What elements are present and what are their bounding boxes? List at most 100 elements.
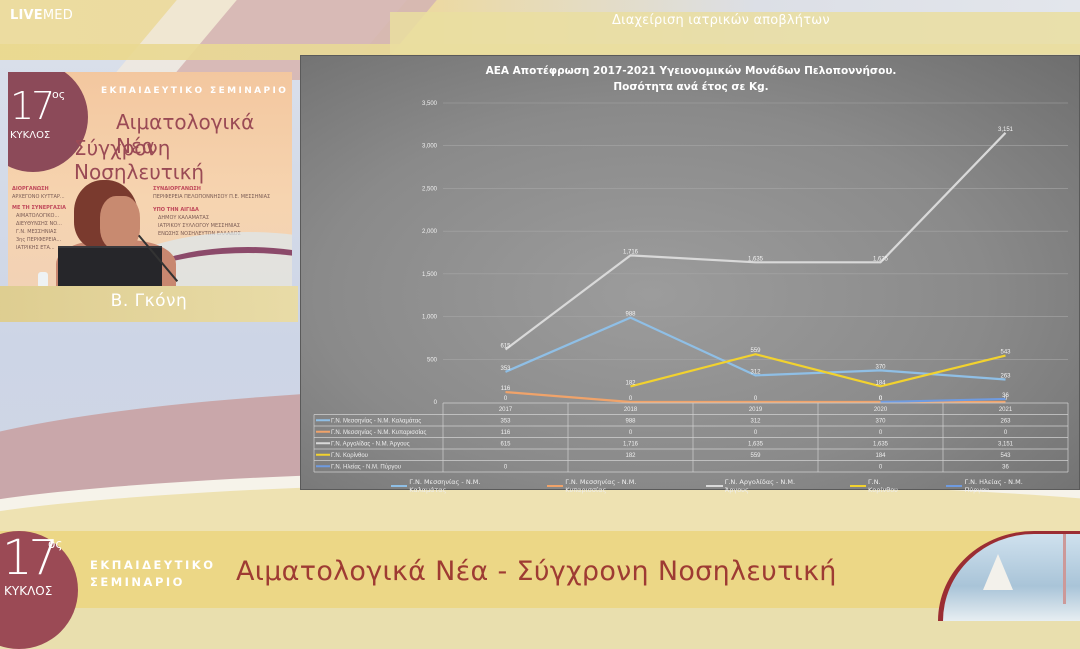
banner-seminar-label: ΕΚΠΑΙΔΕΥΤΙΚΟ ΣΕΜΙΝΑΡΙΟ	[90, 557, 215, 591]
table-cell: 312	[750, 419, 761, 425]
legend-swatch	[849, 485, 867, 487]
collab-item: ΔΙΕΥΘΥΝΣΗΣ ΝΟ...	[16, 221, 62, 227]
backdrop-swoosh-purple	[118, 247, 292, 286]
speaker-face	[100, 196, 140, 250]
chart-title: ΑΕΑ Αποτέφρωση 2017-2021 Υγειονομικών Μο…	[301, 63, 1080, 95]
table-cell: 370	[875, 419, 886, 425]
org-heading: ΔΙΟΡΓΑΝΩΣΗ	[12, 186, 49, 192]
data-label: 370	[875, 364, 886, 370]
speaker-name: Β. Γκόνη	[110, 291, 188, 311]
data-label: 988	[625, 312, 636, 318]
legend-item: Γ.Ν. Μεσσηνίας - Ν.Μ. Κυπαρισσίας	[546, 478, 669, 494]
table-cell: 615	[500, 442, 511, 448]
data-label: 182	[625, 380, 636, 386]
coorg-value: ΠΕΡΙΦΕΡΕΙΑ ΠΕΛΟΠΟΝΝΗΣΟΥ Π.Ε. ΜΕΣΣΗΝΙΑΣ	[153, 194, 271, 200]
legend-swatch	[946, 485, 963, 487]
table-row-label: Γ.Ν. Μεσσηνίας - Ν.Μ. Κυπαρισσίας	[331, 430, 427, 436]
legend-item: Γ.Ν. Κορίνθου	[849, 478, 908, 494]
y-tick-label: 2,500	[422, 186, 438, 192]
y-tick-label: 1,500	[422, 272, 438, 278]
x-tick-label: 2018	[624, 407, 638, 413]
logo-bold: LIVE	[10, 8, 43, 23]
collab-heading: ΜΕ ΤΗ ΣΥΝΕΡΓΑΣΙΑ	[12, 205, 66, 211]
legend-swatch	[546, 485, 564, 487]
collab-item: 3ης ΠΕΡΙΦΕΡΕΙΑ...	[16, 237, 62, 243]
sailboat	[983, 554, 1013, 590]
series-line	[880, 397, 1006, 404]
series-line	[504, 132, 1007, 351]
chart-subtitle: Ποσότητα ανά έτος σε Kg.	[613, 81, 769, 93]
y-tick-label: 1,000	[422, 315, 438, 321]
table-cell: 0	[879, 465, 883, 471]
table-cell: 543	[1000, 453, 1011, 459]
data-label: 0	[504, 396, 508, 402]
mast	[1063, 534, 1066, 604]
table-row-label: Γ.Ν. Αργολίδας - Ν.Μ. Άργους	[331, 442, 410, 448]
data-label: 0	[879, 396, 883, 402]
banner-seminar-line2: ΣΕΜΙΝΑΡΙΟ	[90, 575, 185, 589]
y-tick-label: 500	[427, 357, 438, 363]
data-label: 353	[500, 366, 511, 372]
legend-label: Γ.Ν. Ηλείας - Ν.Μ. Πύργου	[964, 478, 1023, 494]
data-label: 312	[750, 369, 761, 375]
y-tick-label: 3,500	[422, 101, 438, 107]
banner-cycle-label: ΚΥΚΛΟΣ	[4, 584, 53, 598]
table-cell: 0	[504, 465, 508, 471]
series-line	[630, 353, 1006, 388]
cycle-label: ΚΥΚΛΟΣ	[10, 130, 51, 141]
data-label: 543	[1000, 350, 1011, 356]
data-label: 0	[754, 396, 758, 402]
data-label: 263	[1000, 374, 1011, 380]
data-label: 0	[629, 396, 633, 402]
coorg-heading: ΣΥΝΔΙΟΡΓΑΝΩΣΗ	[153, 186, 201, 192]
y-tick-label: 3,000	[422, 144, 438, 150]
data-label: 559	[750, 348, 761, 354]
table-cell: 1,635	[748, 442, 764, 448]
table-cell: 353	[500, 419, 511, 425]
table-cell: 182	[625, 453, 636, 459]
legend-item: Γ.Ν. Μεσσηνίας - Ν.Μ. Καλαμάτας	[391, 478, 509, 494]
legend-label: Γ.Ν. Αργολίδας - Ν.Μ. Άργους	[724, 478, 796, 494]
seminar-label: ΕΚΠΑΙΔΕΥΤΙΚΟ ΣΕΜΙΝΑΡΙΟ	[101, 86, 289, 96]
banner-cycle-suffix: ος	[48, 537, 63, 551]
topic-bar	[390, 12, 1080, 54]
x-tick-label: 2020	[874, 407, 888, 413]
logo-light: MED	[42, 8, 73, 23]
data-label: 0	[1004, 396, 1008, 402]
data-label: 1,716	[623, 249, 639, 255]
legend-label: Γ.Ν. Μεσσηνίας - Ν.Μ. Κυπαρισσίας	[565, 478, 637, 494]
aegis-item: ΔΗΜΟΥ ΚΑΛΑΜΑΤΑΣ	[158, 215, 209, 221]
aegis-item: ΕΝΩΣΗΣ ΝΟΣΗΛΕΥΤΩΝ ΕΛΛΑΔΟΣ	[158, 231, 241, 237]
aegis-heading: ΥΠΟ ΤΗΝ ΑΙΓΙΔΑ	[153, 207, 199, 213]
backdrop-title-line2: Σύγχρονη Νοσηλευτική	[74, 136, 205, 184]
table-cell: 988	[625, 419, 636, 425]
table-cell: 1,635	[873, 442, 889, 448]
chart-legend: Γ.Ν. Μεσσηνίας - Ν.Μ. Καλαμάτας Γ.Ν. Μεσσ…	[391, 478, 1079, 494]
backdrop-title-line1: Αιματολογικά Νέα	[116, 110, 255, 158]
data-label: 184	[875, 380, 886, 386]
collab-item: ΑΙΜΑΤΟΛΟΓΙΚΟ...	[16, 213, 60, 219]
topic-title: Διαχείριση ιατρικών αποβλήτων	[612, 13, 830, 28]
org-value: ΑΡΧΕΓΟΝΟ ΚΥΤΤΑΡ...	[12, 194, 65, 200]
data-label: 3,151	[998, 127, 1014, 133]
banner-cycle-number: 17	[2, 530, 59, 586]
line-chart: 0 500 1,000 1,500 2,000 2,500 3,000 3,500 353 988…	[313, 101, 1069, 473]
speaker-video: 17 ος ΚΥΚΛΟΣ ΕΚΠΑΙΔΕΥΤΙΚΟ ΣΕΜΙΝΑΡΙΟ Αιμα…	[8, 72, 292, 286]
y-tick-label: 0	[434, 400, 438, 406]
table-cell: 3,151	[998, 442, 1014, 448]
table-cell: 263	[1000, 419, 1011, 425]
water-bottle	[38, 272, 48, 286]
table-cell: 116	[501, 430, 511, 436]
y-tick-label: 2,000	[422, 229, 438, 235]
data-label: 116	[501, 386, 511, 392]
laptop	[58, 246, 162, 286]
speaker-name-bar	[0, 286, 298, 322]
table-cell: 0	[629, 430, 633, 436]
table-cell: 559	[750, 453, 761, 459]
table-row-label: Γ.Ν. Ηλείας - Ν.Μ. Πύργου	[331, 465, 401, 471]
data-label: 0	[879, 396, 883, 402]
bottom-banner	[0, 531, 1080, 608]
aegis-item: ΙΑΤΡΙΚΟΥ ΣΥΛΛΟΓΟΥ ΜΕΣΣΗΝΙΑΣ	[158, 223, 240, 229]
table-cell: 0	[1004, 430, 1008, 436]
legend-swatch	[706, 485, 723, 487]
